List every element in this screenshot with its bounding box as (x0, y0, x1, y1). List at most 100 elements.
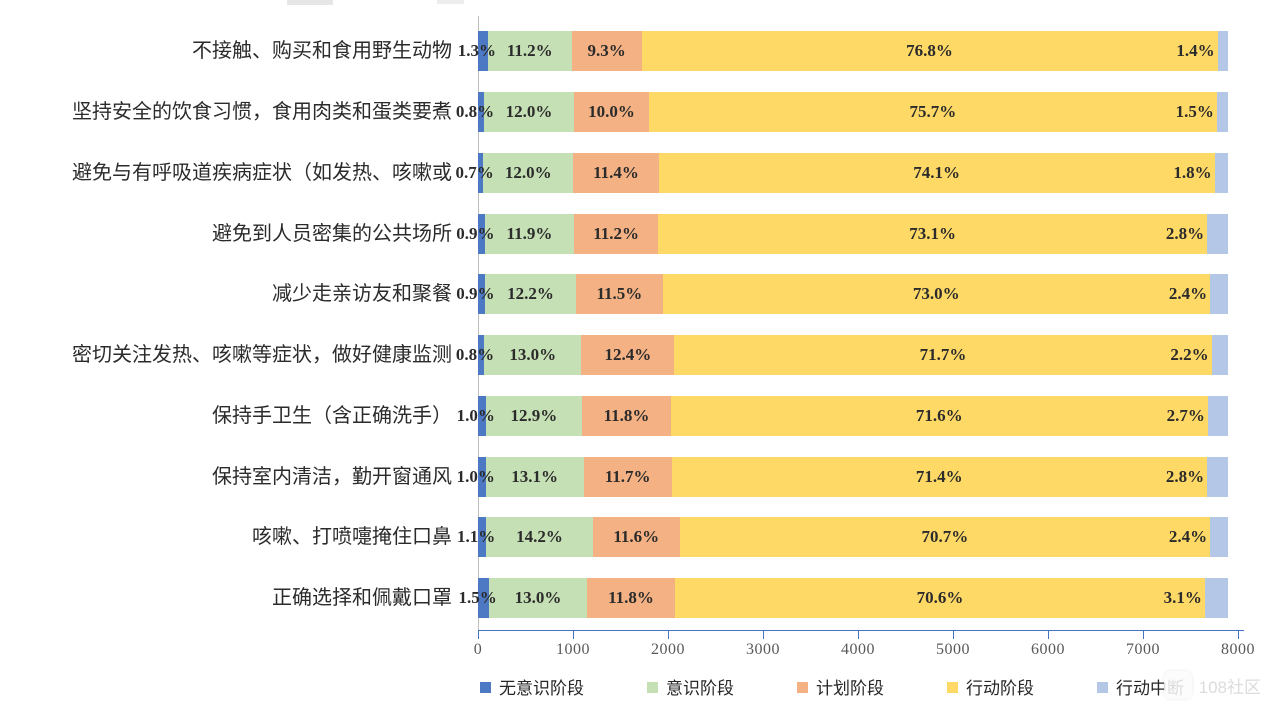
segment-value: 71.7% (919, 345, 967, 365)
category-label: 避免与有呼吸道疾病症状（如发热、咳嗽或 (72, 161, 452, 184)
stacked-bar: 12.0% 10.0% 75.7% 0.8% 1.5% (456, 92, 1229, 133)
bar-area: 12.0% 10.0% 75.7% 0.8% 1.5% (456, 92, 1238, 133)
segment-interrupt-stage (1204, 578, 1229, 619)
stacked-bar: 14.2% 11.6% 70.7% 1.1% 2.4% (457, 517, 1229, 558)
segment-value: 71.4% (915, 466, 963, 486)
segment-interrupt-value: 1.8% (1173, 162, 1212, 182)
segment-unaware-value: 1.0% (456, 466, 495, 486)
legend-label: 意识阶段 (666, 679, 734, 698)
segment-aware-stage: 14.2% (486, 517, 593, 558)
segment-interrupt-value: 2.8% (1165, 466, 1205, 486)
bar-row: 保持室内清洁，勤开窗通风 13.1% 11.7% 71.4% 1.0% 2.8% (0, 446, 1269, 507)
axis-tick-label: 6000 (1031, 641, 1065, 658)
segment-plan-stage: 9.3% (571, 31, 642, 72)
segment-value: 12.2% (507, 284, 554, 304)
segment-unaware-stage (478, 274, 485, 315)
stacked-bar: 11.2% 9.3% 76.8% 1.3% 1.4% (458, 31, 1229, 72)
bar-rows: 不接触、购买和食用野生动物 11.2% 9.3% 76.8% 1.3% 1.4%… (0, 21, 1269, 629)
bar-row: 正确选择和佩戴口罩 13.0% 11.8% 70.6% 1.5% 3.1% (0, 568, 1269, 629)
bar-row: 避免到人员密集的公共场所 11.9% 11.2% 73.1% 0.9% 2.8% (0, 203, 1269, 264)
axis-tick-label: 7000 (1126, 641, 1160, 658)
segment-value: 13.0% (514, 588, 562, 608)
bar-row: 密切关注发热、咳嗽等症状，做好健康监测 13.0% 12.4% 71.7% 0.… (0, 325, 1269, 386)
axis-tick (478, 630, 479, 639)
segment-aware-stage: 12.2% (484, 274, 577, 315)
segment-value: 11.4% (593, 162, 639, 182)
segment-value: 13.0% (509, 345, 557, 365)
axis-tick (668, 630, 669, 639)
segment-action-stage: 71.6% (670, 395, 1208, 436)
category-label: 不接触、购买和食用野生动物 (192, 40, 452, 63)
segment-plan-stage: 12.4% (581, 335, 675, 376)
segment-action-stage: 71.7% (674, 335, 1212, 376)
stacked-bar: 13.0% 11.8% 70.6% 1.5% 3.1% (459, 578, 1229, 619)
segment-value: 10.0% (588, 102, 635, 122)
x-axis-ticks (478, 630, 1239, 639)
axis-tick-label: 0 (473, 641, 483, 658)
bar-area: 11.2% 9.3% 76.8% 1.3% 1.4% (458, 31, 1238, 72)
segment-value: 75.7% (909, 102, 957, 122)
cropped-title-artifact (437, 0, 464, 4)
cropped-title-artifact (287, 0, 333, 5)
legend-label: 无意识阶段 (499, 679, 584, 698)
segment-value: 11.6% (613, 527, 660, 547)
legend-swatch-icon (647, 682, 658, 693)
segment-value: 12.9% (510, 405, 558, 425)
segment-plan-stage: 11.2% (574, 213, 659, 254)
segment-value: 11.2% (506, 41, 553, 61)
category-label: 咳嗽、打喷嚏掩住口鼻 (252, 526, 452, 549)
watermark-text: 108社区 (1198, 677, 1261, 697)
segment-value: 11.8% (603, 405, 650, 425)
axis-tick-label: 4000 (841, 641, 875, 658)
segment-unaware-stage (478, 517, 487, 558)
category-label: 正确选择和佩戴口罩 (272, 587, 452, 610)
segment-unaware-value: 1.5% (458, 588, 497, 608)
bar-row: 减少走亲访友和聚餐 12.2% 11.5% 73.0% 0.9% 2.4% (0, 264, 1269, 325)
segment-aware-stage: 11.9% (484, 213, 575, 254)
segment-unaware-stage (478, 213, 485, 254)
category-label: 坚持安全的饮食习惯，食用肉类和蛋类要煮 (72, 101, 452, 124)
segment-value: 11.5% (596, 284, 643, 304)
legend-item: 意识阶段 (647, 674, 734, 699)
bar-area: 12.0% 11.4% 74.1% 0.7% 1.8% (456, 152, 1238, 193)
segment-action-stage: 70.7% (679, 517, 1211, 558)
segment-interrupt-value: 2.2% (1170, 345, 1209, 365)
axis-tick-label: 2000 (651, 641, 685, 658)
segment-action-stage: 71.4% (671, 456, 1208, 497)
segment-unaware-value: 0.8% (455, 102, 495, 122)
segment-interrupt-stage (1210, 274, 1229, 315)
segment-unaware-value: 0.9% (456, 223, 495, 243)
segment-aware-stage: 13.0% (489, 578, 587, 619)
legend-swatch-icon (947, 682, 958, 693)
segment-value: 73.1% (909, 223, 956, 243)
segment-value: 70.7% (921, 527, 969, 547)
segment-interrupt-stage (1207, 395, 1229, 436)
category-label: 密切关注发热、咳嗽等症状，做好健康监测 (72, 344, 452, 367)
segment-value: 13.1% (511, 466, 558, 486)
segment-plan-stage: 11.6% (592, 517, 680, 558)
segment-interrupt-value: 2.4% (1168, 284, 1208, 304)
legend-swatch-icon (480, 682, 491, 693)
category-label: 避免到人员密集的公共场所 (212, 222, 452, 245)
segment-unaware-stage (478, 578, 490, 619)
legend-label: 计划阶段 (816, 679, 884, 698)
segment-interrupt-stage (1207, 213, 1229, 254)
bar-row: 避免与有呼吸道疾病症状（如发热、咳嗽或 12.0% 11.4% 74.1% 0.… (0, 143, 1269, 204)
segment-value: 11.2% (593, 223, 640, 243)
segment-interrupt-value: 1.4% (1176, 41, 1215, 61)
segment-action-stage: 75.7% (649, 92, 1217, 133)
segment-unaware-stage (478, 456, 486, 497)
axis-tick (1238, 630, 1239, 639)
legend-item: 无意识阶段 (480, 674, 584, 699)
stacked-bar: 12.9% 11.8% 71.6% 1.0% 2.7% (457, 395, 1229, 436)
segment-plan-stage: 11.5% (576, 274, 663, 315)
bar-area: 11.9% 11.2% 73.1% 0.9% 2.8% (456, 213, 1238, 254)
segment-interrupt-stage (1210, 517, 1229, 558)
segment-unaware-value: 1.0% (456, 405, 495, 425)
segment-unaware-value: 0.8% (455, 345, 495, 365)
segment-value: 74.1% (913, 162, 961, 182)
axis-tick (1048, 630, 1049, 639)
segment-aware-stage: 12.0% (483, 152, 574, 193)
segment-interrupt-stage (1207, 456, 1229, 497)
segment-unaware-stage (478, 92, 484, 133)
